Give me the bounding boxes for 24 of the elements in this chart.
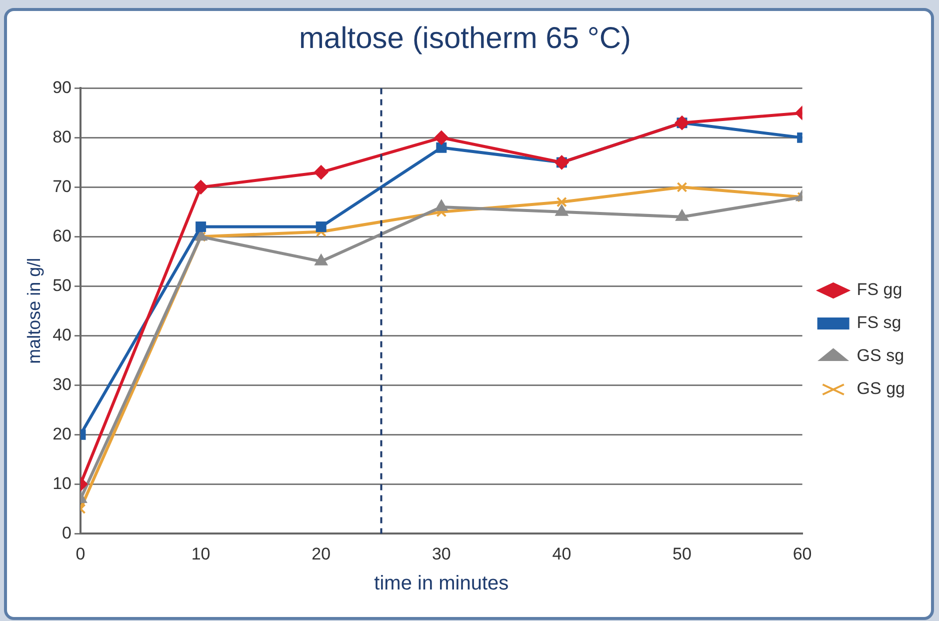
y-tick-label: 10	[52, 474, 72, 493]
x-axis-title: time in minutes	[374, 572, 509, 595]
y-tick-label: 40	[52, 325, 72, 344]
x-tick-label: 20	[312, 544, 331, 564]
x-tick-label: 30	[432, 544, 451, 564]
legend-label: FS gg	[856, 280, 902, 300]
y-tick-label: 30	[52, 374, 72, 394]
y-tick-label: 70	[52, 176, 72, 196]
x-tick-label: 60	[792, 544, 812, 564]
y-tick-label: 50	[52, 276, 72, 295]
y-tick-label: 0	[62, 523, 72, 542]
chart-title: maltose (isotherm 65 °C)	[298, 22, 632, 56]
legend-label: GS gg	[856, 379, 906, 398]
y-tick-label: 60	[52, 226, 72, 246]
x-tick-label: 40	[552, 544, 572, 564]
x-tick-label: 50	[672, 544, 692, 564]
legend-label: FS sg	[856, 313, 902, 332]
y-tick-label: 80	[52, 127, 72, 146]
x-tick-label: 0	[76, 544, 86, 564]
y-tick-label: 90	[52, 78, 72, 97]
y-tick-label: 20	[52, 424, 72, 444]
y-axis-title: maltose in g/l	[24, 258, 44, 364]
legend-label: GS sg	[856, 346, 904, 366]
x-tick-label: 10	[191, 544, 210, 564]
